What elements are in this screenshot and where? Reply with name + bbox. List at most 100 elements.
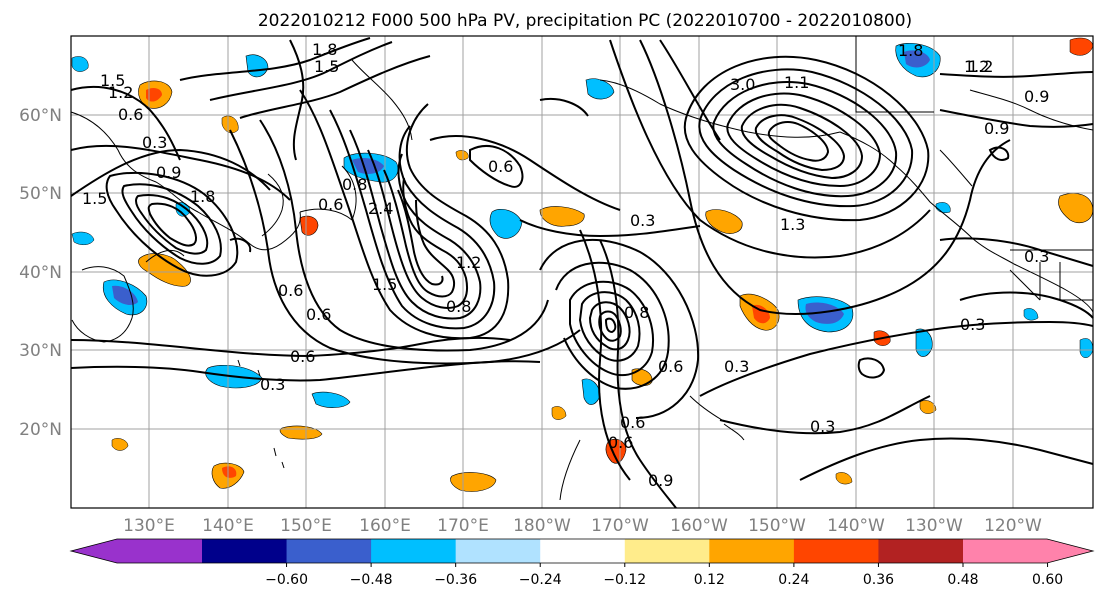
contour-label: 0.3 <box>960 315 985 334</box>
precip-anomaly-patch <box>1058 193 1094 223</box>
contour-label: 2.4 <box>368 199 393 218</box>
precip-anomaly-patch <box>146 87 162 102</box>
contour-label: 0.3 <box>1024 247 1049 266</box>
precip-anomaly-patch <box>138 253 191 287</box>
colorbar-tick-label: −0.24 <box>519 572 562 588</box>
colorbar-outline <box>69 538 1095 564</box>
colorbar-extend-low <box>71 539 202 563</box>
lon-label: 120°W <box>984 516 1042 536</box>
precip-anomaly-patch <box>299 215 319 236</box>
colorbar-swatch <box>793 539 879 563</box>
colorbar-tick-label: 0.36 <box>863 572 894 588</box>
map-panel: 1.8 1.5 1.2 1.5 0.6 0.3 0.9 1.8 1.5 1.2 … <box>70 35 1094 509</box>
contour-label: 3.0 <box>730 75 755 94</box>
precip-anomaly-patch <box>835 472 853 485</box>
colorbar-swatch <box>709 539 795 563</box>
contour-label: 0.9 <box>1024 87 1049 106</box>
precip-anomaly-patch <box>919 400 937 414</box>
contour-label: 0.9 <box>156 163 181 182</box>
coastlines <box>70 36 1094 501</box>
precip-anomaly-patch <box>1079 338 1094 358</box>
lon-label: 150°W <box>748 516 806 536</box>
colorbar-swatch <box>624 539 710 563</box>
precip-anomaly-patch <box>805 302 844 324</box>
precip-anomaly-patch <box>539 206 585 227</box>
contour-label: 0.6 <box>488 157 513 176</box>
lat-label: 50°N <box>19 184 62 204</box>
precip-anomaly-patch <box>585 78 615 100</box>
lon-label: 180°W <box>513 516 571 536</box>
precip-anomaly-patch <box>489 209 523 239</box>
contour-label: 1.2 <box>964 57 989 76</box>
colorbar-tick-label: 0.60 <box>1032 572 1063 588</box>
precip-anomaly-patch <box>752 304 770 324</box>
contour-label: 0.6 <box>608 433 633 452</box>
contour-label: 0.6 <box>318 195 343 214</box>
contour-label: 0.9 <box>648 471 673 490</box>
contour-label: 1.5 <box>82 189 107 208</box>
contour-label: 1.3 <box>780 215 805 234</box>
colorbar-swatches <box>69 538 1095 564</box>
lat-label: 60°N <box>19 106 62 126</box>
contour-label: 1.8 <box>898 41 923 60</box>
contour-label: 1.1 <box>784 73 809 92</box>
colorbar-tick-label: −0.12 <box>603 572 646 588</box>
contour-label: 1.8 <box>312 40 337 59</box>
contour-label: 0.3 <box>630 211 655 230</box>
contour-label: 1.2 <box>456 253 481 272</box>
colorbar-tick-label: 0.12 <box>694 572 725 588</box>
contour-label: 1.2 <box>108 83 133 102</box>
contour-label: 0.6 <box>278 281 303 300</box>
lon-label: 160°E <box>359 516 411 536</box>
colorbar-swatch <box>202 539 288 563</box>
contour-label: 0.8 <box>446 297 471 316</box>
precip-anomaly-patch <box>1023 308 1039 321</box>
precip-anomaly-patch <box>112 285 138 305</box>
colorbar-extend-high <box>963 539 1093 563</box>
contour-label: 0.6 <box>620 413 645 432</box>
lat-labels: 60°N 50°N 40°N 30°N 20°N <box>19 106 62 440</box>
lat-label: 20°N <box>19 420 62 440</box>
contour-label: 0.3 <box>260 375 285 394</box>
lat-label: 30°N <box>19 341 62 361</box>
contour-label: 0.3 <box>142 133 167 152</box>
lon-label: 160°W <box>670 516 728 536</box>
colorbar-ticks: −0.60 −0.48 −0.36 −0.24 −0.12 0.12 0.24 0.36 0.4… <box>265 563 1063 588</box>
precip-anomaly-patch <box>111 438 129 451</box>
lon-label: 140°E <box>202 516 254 536</box>
contour-label: 1.5 <box>314 57 339 76</box>
contour-label: 1.5 <box>372 275 397 294</box>
precip-anomaly-patch <box>705 209 743 234</box>
contour-label: 0.8 <box>342 175 367 194</box>
precip-anomaly-patch <box>221 115 239 134</box>
contour-label: 1.8 <box>190 187 215 206</box>
precip-anomaly-patch <box>71 231 95 245</box>
map-frame <box>70 35 1094 509</box>
pv-contours <box>70 37 1094 509</box>
contour-labels: 1.8 1.5 1.2 1.5 0.6 0.3 0.9 1.8 1.5 1.2 … <box>82 40 1049 490</box>
precip-anomaly-patch <box>311 391 351 408</box>
colorbar-swatch <box>371 539 457 563</box>
precip-anomaly-patch <box>904 50 930 68</box>
contour-label: 1.2 <box>968 57 993 76</box>
lon-label: 170°E <box>437 516 489 536</box>
colorbar-tick-label: −0.48 <box>350 572 393 588</box>
lat-label: 40°N <box>19 263 62 283</box>
lon-label: 130°W <box>905 516 963 536</box>
colorbar-tick-label: −0.60 <box>265 572 308 588</box>
contour-label: 0.6 <box>306 305 331 324</box>
colorbar-swatch <box>455 539 541 563</box>
colorbar-swatch <box>878 539 964 563</box>
colorbar-swatch <box>540 539 626 563</box>
precip-anomaly-patch <box>455 150 469 161</box>
contour-label: 0.8 <box>624 303 649 322</box>
lon-label: 130°E <box>123 516 175 536</box>
colorbar-swatch <box>286 539 372 563</box>
contour-label: 0.6 <box>658 357 683 376</box>
colorbar-tick-label: 0.48 <box>947 572 978 588</box>
contour-label: 0.9 <box>984 119 1009 138</box>
contour-label: 0.6 <box>290 347 315 366</box>
contour-label: 0.3 <box>810 417 835 436</box>
contour-label: 1.5 <box>100 71 125 90</box>
